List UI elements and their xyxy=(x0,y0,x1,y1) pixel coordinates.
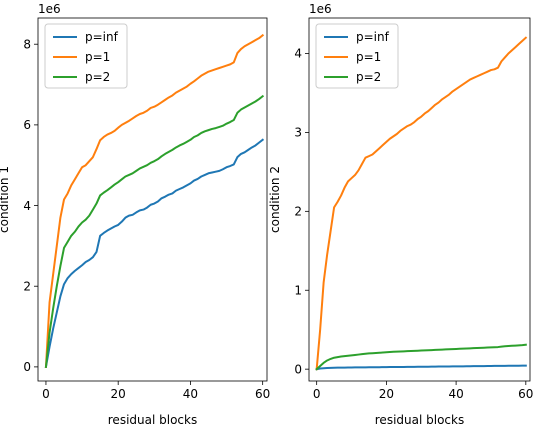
y-tick-label: 2 xyxy=(23,279,31,293)
x-tick-label: 60 xyxy=(255,387,270,401)
x-tick-label: 40 xyxy=(183,387,198,401)
x-tick-label: 0 xyxy=(42,387,50,401)
legend: p=inf p=1 p=2 xyxy=(44,23,128,89)
y-tick-label: 0 xyxy=(23,360,31,374)
x-tick-label: 0 xyxy=(313,387,321,401)
series-line-p-inf xyxy=(44,138,265,369)
legend: p=inf p=1 p=2 xyxy=(315,23,399,89)
series-line-p-2 xyxy=(315,343,527,371)
x-tick-label: 60 xyxy=(518,387,533,401)
legend-label: p=1 xyxy=(356,50,381,64)
legend-label: p=1 xyxy=(85,50,110,64)
plot-frame xyxy=(308,17,531,382)
x-axis-label: residual blocks xyxy=(108,413,197,427)
y-axis-label: condition 1 xyxy=(0,166,11,233)
chart-panel-condition-1: 0 20 40 60 0 2 4 6 8 1e6 residual blocks condition … xyxy=(0,2,270,427)
y-offset-text: 1e6 xyxy=(38,2,61,16)
y-axis-label: condition 2 xyxy=(268,166,282,233)
x-axis-label: residual blocks xyxy=(375,413,464,427)
y-tick-label: 8 xyxy=(23,37,31,51)
x-tick-label: 40 xyxy=(448,387,463,401)
series-line-p-2 xyxy=(44,94,265,368)
legend-box xyxy=(44,23,128,89)
plot-frame xyxy=(37,17,268,382)
x-tick-label: 20 xyxy=(379,387,394,401)
y-tick-label: 2 xyxy=(294,205,302,219)
legend-label: p=2 xyxy=(356,70,381,84)
chart-panel-condition-2: 0 20 40 60 0 1 2 3 4 1e6 residual blocks condition … xyxy=(268,2,533,427)
series-line-p-inf xyxy=(315,364,527,371)
series-line-p-1 xyxy=(44,33,265,368)
series-line-p-1 xyxy=(315,36,528,371)
y-tick-label: 6 xyxy=(23,118,31,132)
x-tick-label: 20 xyxy=(111,387,126,401)
legend-label: p=inf xyxy=(356,30,390,44)
y-tick-label: 4 xyxy=(294,47,302,61)
y-tick-label: 1 xyxy=(294,283,302,297)
y-tick-label: 3 xyxy=(294,126,302,140)
y-tick-label: 4 xyxy=(23,199,31,213)
legend-box xyxy=(315,23,399,89)
legend-label: p=inf xyxy=(85,30,119,44)
y-tick-label: 0 xyxy=(294,362,302,376)
legend-label: p=2 xyxy=(85,70,110,84)
y-offset-text: 1e6 xyxy=(309,2,332,16)
